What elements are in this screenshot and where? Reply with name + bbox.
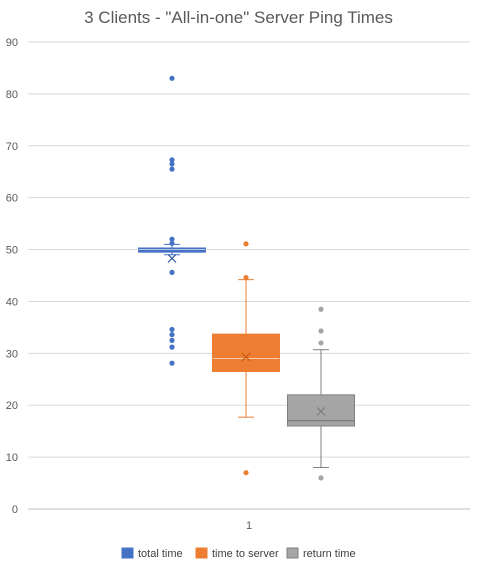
outlier-point: [318, 328, 323, 333]
y-tick-label: 0: [12, 504, 18, 516]
y-tick-label: 60: [6, 193, 18, 205]
outlier-point: [169, 361, 174, 366]
outlier-point: [169, 270, 174, 275]
y-tick-label: 30: [6, 348, 18, 360]
box-total-time: [139, 248, 206, 252]
outlier-point: [243, 241, 248, 246]
legend-label: time to server: [212, 548, 279, 560]
outlier-point: [169, 345, 174, 350]
y-tick-label: 10: [6, 452, 18, 464]
legend-swatch: [196, 548, 207, 558]
legend-swatch: [287, 548, 298, 558]
outlier-point: [318, 340, 323, 345]
box-return-time: [288, 395, 355, 426]
outlier-point: [169, 338, 174, 343]
y-tick-label: 90: [6, 37, 18, 49]
outlier-point: [169, 241, 174, 246]
legend-label: return time: [303, 548, 356, 560]
y-tick-label: 50: [6, 245, 18, 257]
outlier-point: [169, 327, 174, 332]
outlier-point: [169, 167, 174, 172]
y-tick-label: 20: [6, 400, 18, 412]
legend-label: total time: [138, 548, 183, 560]
outlier-point: [169, 332, 174, 337]
y-tick-label: 70: [6, 141, 18, 153]
outlier-point: [243, 275, 248, 280]
outlier-point: [169, 76, 174, 81]
y-tick-label: 40: [6, 296, 18, 308]
box-time-to-server: [213, 334, 280, 371]
outlier-point: [318, 475, 323, 480]
outlier-point: [169, 161, 174, 166]
x-tick-label: 1: [246, 520, 252, 532]
legend-swatch: [122, 548, 133, 558]
outlier-point: [243, 470, 248, 475]
y-tick-label: 80: [6, 89, 18, 101]
outlier-point: [318, 307, 323, 312]
